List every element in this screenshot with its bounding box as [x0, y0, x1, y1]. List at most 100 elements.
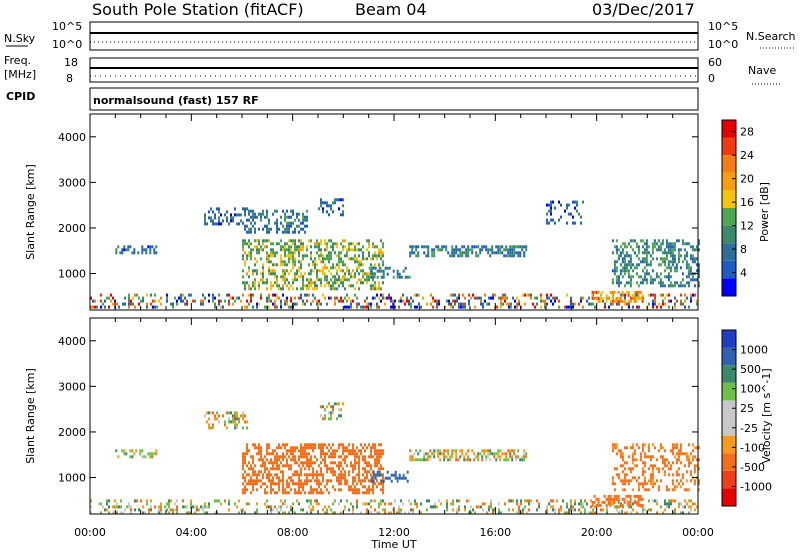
heatmap-cell — [314, 455, 316, 459]
heatmap-cell — [300, 275, 302, 279]
heatmap-cell — [320, 201, 322, 205]
heatmap-cell — [497, 245, 500, 249]
heatmap-cell — [456, 299, 458, 303]
heatmap-cell — [324, 296, 326, 300]
heatmap-cell — [621, 503, 624, 507]
heatmap-cell — [116, 505, 118, 509]
heatmap-cell — [338, 414, 340, 418]
heatmap-cell — [499, 251, 502, 255]
heatmap-cell — [108, 505, 110, 509]
heatmap-cell — [613, 269, 616, 273]
heatmap-cell — [665, 257, 668, 261]
heatmap-cell — [459, 248, 462, 252]
heatmap-cell — [370, 263, 372, 267]
heatmap-cell — [374, 508, 376, 512]
heatmap-cell — [382, 242, 384, 246]
heatmap-cell — [336, 296, 338, 300]
heatmap-cell — [488, 508, 490, 512]
heatmap-cell — [507, 254, 510, 258]
heatmap-cell — [272, 452, 274, 456]
heatmap-cell — [346, 499, 348, 503]
heatmap-cell — [663, 269, 666, 273]
heatmap-cell — [414, 499, 416, 503]
heatmap-cell — [687, 281, 690, 285]
heatmap-cell — [693, 479, 696, 483]
heatmap-cell — [633, 266, 636, 270]
heatmap-cell — [352, 511, 354, 515]
heatmap-cell — [645, 488, 648, 492]
heatmap-cell — [246, 426, 248, 430]
heatmap-cell — [149, 248, 152, 252]
heatmap-cell — [296, 482, 298, 486]
heatmap-cell — [190, 293, 192, 297]
heatmap-cell — [236, 296, 238, 300]
heatmap-cell — [308, 499, 310, 503]
heatmap-cell — [151, 452, 154, 456]
heatmap-cell — [278, 458, 280, 462]
heatmap-cell — [665, 251, 668, 255]
heatmap-cell — [328, 254, 330, 258]
heatmap-cell — [615, 239, 618, 243]
heatmap-cell — [352, 248, 354, 252]
heatmap-cell — [639, 281, 642, 285]
heatmap-cell — [670, 502, 672, 506]
heatmap-cell — [637, 500, 640, 504]
heatmap-cell — [90, 499, 92, 503]
heatmap-cell — [671, 242, 674, 246]
heatmap-cell — [617, 473, 620, 477]
heatmap-cell — [536, 302, 538, 306]
heatmap-cell — [639, 290, 642, 294]
heatmap-cell — [394, 499, 396, 503]
heatmap-cell — [332, 248, 334, 252]
heatmap-cell — [282, 284, 284, 288]
heatmap-cell — [586, 299, 588, 303]
heatmap-cell — [427, 248, 430, 252]
heatmap-cell — [657, 245, 660, 249]
heatmap-cell — [652, 499, 654, 503]
heatmap-cell — [228, 417, 230, 421]
heatmap-cell — [566, 502, 568, 506]
heatmap-cell — [480, 299, 482, 303]
heatmap-cell — [635, 296, 638, 300]
heatmap-cell — [617, 278, 620, 282]
heatmap-cell — [324, 458, 326, 462]
heatmap-cell — [674, 296, 676, 300]
heatmap-cell — [649, 476, 652, 480]
heatmap-cell — [621, 452, 624, 456]
heatmap-cell — [366, 239, 368, 243]
heatmap-cell — [208, 293, 210, 297]
heatmap-cell — [511, 458, 514, 462]
heatmap-cell — [413, 251, 416, 255]
time-axis-labels: 00:00 04:00 08:00 12:00 16:00 20:00 00:00 — [74, 526, 714, 539]
heatmap-cell — [649, 278, 652, 282]
heatmap-cell — [619, 455, 622, 459]
heatmap-cell — [308, 461, 310, 465]
heatmap-cell — [497, 455, 500, 459]
heatmap-cell — [228, 302, 230, 306]
heatmap-cell — [619, 479, 622, 483]
heatmap-cell — [306, 209, 308, 213]
heatmap-cell — [643, 278, 646, 282]
heatmap-cell — [472, 508, 474, 512]
heatmap-cell — [402, 269, 405, 273]
heatmap-cell — [664, 296, 666, 300]
heatmap-cell — [615, 281, 618, 285]
heatmap-cell — [151, 245, 154, 249]
heatmap-cell — [248, 275, 250, 279]
heatmap-cell — [366, 446, 368, 450]
heatmap-cell — [421, 458, 424, 462]
heatmap-cell — [280, 260, 282, 264]
heatmap-cell — [362, 275, 364, 279]
heatmap-cell — [350, 502, 352, 506]
heatmap-cell — [647, 446, 650, 450]
heatmap-cell — [274, 461, 276, 465]
heatmap-cell — [288, 230, 290, 234]
heatmap-cell — [314, 263, 316, 267]
heatmap-cell — [212, 293, 214, 297]
heatmap-cell — [266, 446, 268, 450]
heatmap-cell — [554, 296, 556, 300]
heatmap-cell — [643, 275, 646, 279]
heatmap-cell — [346, 449, 348, 453]
heatmap-cell — [654, 299, 656, 303]
heatmap-cell — [170, 302, 172, 306]
